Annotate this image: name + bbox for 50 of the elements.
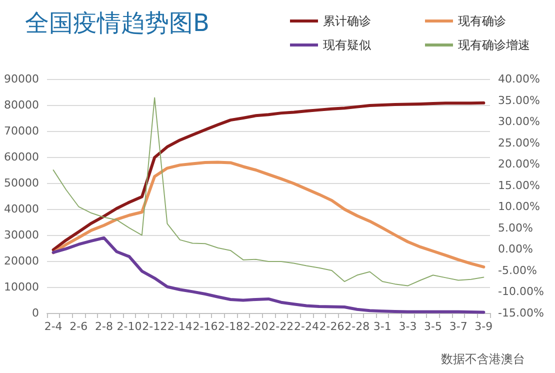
x-tick-label: 2-6 [70, 320, 88, 333]
legend-label: 现有确诊增速 [458, 38, 530, 52]
x-tick-label: 2-16 [192, 320, 218, 333]
y2-tick-label: 25.00% [498, 136, 540, 150]
y-tick-label: 50000 [4, 176, 39, 190]
y2-tick-label: 10.00% [498, 200, 540, 214]
x-tick-label: 2-22 [268, 320, 294, 333]
y-tick-label: 10000 [4, 280, 39, 294]
x-tick-label: 2-18 [218, 320, 244, 333]
y-tick-label: 90000 [4, 72, 39, 86]
x-tick-label: 3-7 [449, 320, 468, 333]
y-tick-label: 20000 [4, 254, 39, 268]
y-tick-label: 70000 [4, 124, 39, 138]
text: 数据不含港澳台 [441, 352, 525, 366]
legend-label: 现有确诊 [458, 14, 506, 28]
y2-tick-label: 30.00% [498, 115, 540, 128]
x-tick-label: 3-9 [474, 320, 493, 333]
x-tick-label: 2-26 [319, 320, 344, 333]
x-tick-label: 3-3 [398, 320, 417, 333]
legend-label: 累计确诊 [323, 14, 371, 28]
y-tick-label: 60000 [4, 150, 39, 164]
x-tick-label: 2-4 [44, 320, 62, 333]
x-tick-label: 2-24 [294, 320, 319, 333]
x-tick-label: 2-8 [94, 320, 113, 333]
y2-tick-label: 15.00% [498, 178, 540, 192]
y2-tick-label: -15.00% [498, 306, 544, 320]
line-series [52, 101, 486, 252]
x-tick-label: 2-28 [344, 320, 370, 333]
y2-tick-label: -5.00% [498, 264, 537, 277]
y2-tick-label: 35.00% [498, 94, 540, 107]
line-series [52, 160, 486, 268]
x-tick-label: 2-14 [167, 320, 192, 333]
x-tick-label: 2-12 [142, 320, 168, 333]
x-tick-label: 3-1 [373, 320, 392, 333]
chart-title: 全国疫情趋势图B [25, 9, 210, 37]
y-tick-label: 80000 [4, 98, 39, 112]
y2-tick-label: -10.00% [498, 285, 544, 298]
y-tick-label: 0 [32, 306, 39, 320]
y2-tick-label: 0.00% [498, 242, 533, 256]
line-series [52, 97, 484, 286]
y2-tick-label: 5.00% [498, 221, 533, 234]
y2-tick-label: 20.00% [498, 158, 540, 171]
x-tick-label: 3-5 [424, 320, 442, 333]
line-series [52, 236, 486, 314]
y2-tick-label: 40.00% [498, 72, 540, 86]
legend-label: 现有疑似 [323, 38, 371, 52]
y-tick-label: 40000 [4, 202, 39, 216]
x-tick-label: 2-20 [243, 320, 268, 333]
x-tick-label: 2-10 [116, 320, 142, 333]
y-tick-label: 30000 [4, 228, 39, 242]
